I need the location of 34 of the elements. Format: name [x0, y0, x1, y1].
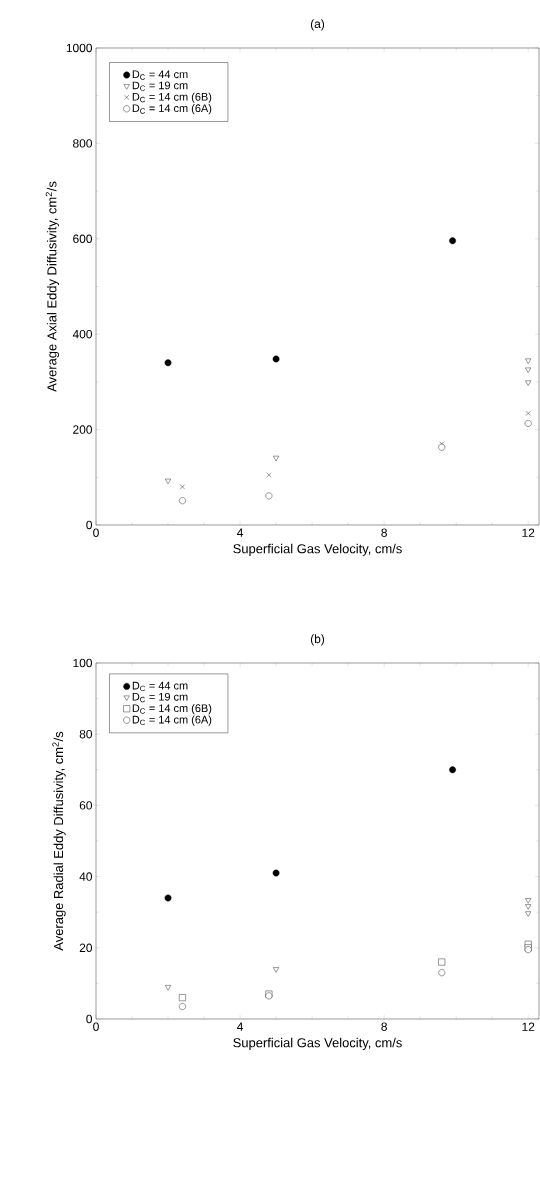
- y-axis-title: Average Axial Eddy Diffusivity, cm$^{2}$/s: [45, 181, 60, 392]
- x-axis-title: Superficial Gas Velocity, cm/s: [233, 1037, 402, 1050]
- y-tick-label: 60: [79, 801, 93, 810]
- y-tick-label: 600: [73, 234, 93, 244]
- x-tick-label: 8: [381, 1022, 387, 1031]
- x-tick-label: 12: [522, 528, 535, 537]
- x-tick-label: 0: [93, 1022, 99, 1031]
- legend-label: D$_{C}$ = 14 cm (6A): [132, 104, 212, 115]
- y-tick-label: 0: [86, 1014, 93, 1024]
- legend-label: D$_{C}$ = 14 cm (6B): [132, 704, 212, 715]
- x-tick-label: 12: [522, 1022, 535, 1031]
- x-tick-label: 0: [93, 528, 99, 537]
- y-tick-label: 800: [73, 139, 93, 148]
- y-tick-label: 40: [79, 872, 93, 881]
- legend-label: D$_{C}$ = 44 cm: [132, 70, 188, 80]
- y-tick-label: 0: [86, 520, 93, 530]
- x-tick-label: 4: [237, 528, 244, 537]
- y-tick-label: 100: [73, 658, 93, 668]
- legend-label: D$_{C}$ = 14 cm (6A): [132, 715, 212, 726]
- x-tick-label: 8: [381, 528, 387, 537]
- y-tick-label: 200: [73, 425, 93, 434]
- y-tick-label: 20: [79, 943, 93, 953]
- chart-title: (b): [310, 634, 325, 646]
- y-axis-title: Average Radial Eddy Diffusivity, cm$^{2}$/s: [52, 731, 66, 951]
- x-axis-title: Superficial Gas Velocity, cm/s: [233, 543, 402, 556]
- chart-title: (a): [310, 19, 325, 31]
- legend-label: D$_{C}$ = 19 cm: [132, 692, 188, 703]
- x-tick-label: 4: [237, 1022, 244, 1031]
- legend-label: D$_{C}$ = 14 cm (6B): [132, 92, 212, 103]
- legend-label: D$_{C}$ = 19 cm: [132, 81, 188, 91]
- y-tick-label: 1000: [66, 43, 93, 53]
- legend-label: D$_{C}$ = 44 cm: [132, 681, 188, 692]
- y-tick-label: 80: [79, 729, 93, 739]
- y-tick-label: 400: [72, 329, 93, 339]
